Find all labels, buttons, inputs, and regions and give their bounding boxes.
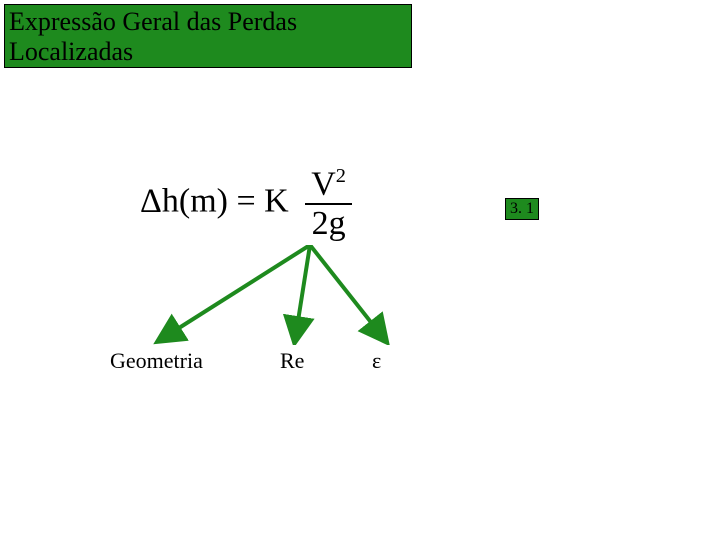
arrow-to-epsilon xyxy=(310,245,385,340)
slide-title-text: Expressão Geral das Perdas Localizadas xyxy=(9,7,297,66)
eq-fraction: V2 2g xyxy=(305,165,352,242)
label-reynolds: Re xyxy=(280,348,304,374)
eq-num-base: V xyxy=(311,165,336,202)
arrow-to-geometria xyxy=(160,245,310,340)
equation-number-tag: 3. 1 xyxy=(505,198,539,220)
label-geometria: Geometria xyxy=(110,348,203,374)
arrow-to-re xyxy=(295,245,310,340)
eq-lhs-rest: h(m) = K xyxy=(162,182,289,219)
label-roughness-epsilon: ε xyxy=(372,348,381,374)
headloss-equation: Δh(m) = K V2 2g xyxy=(140,165,352,242)
eq-denominator: 2g xyxy=(305,205,352,242)
equation-number-text: 3. 1 xyxy=(510,200,534,217)
eq-num-exp: 2 xyxy=(336,165,346,187)
eq-numerator: V2 xyxy=(305,165,352,205)
dependency-arrows xyxy=(120,245,440,345)
slide-title-bar: Expressão Geral das Perdas Localizadas xyxy=(4,4,412,68)
eq-delta: Δ xyxy=(140,182,162,219)
